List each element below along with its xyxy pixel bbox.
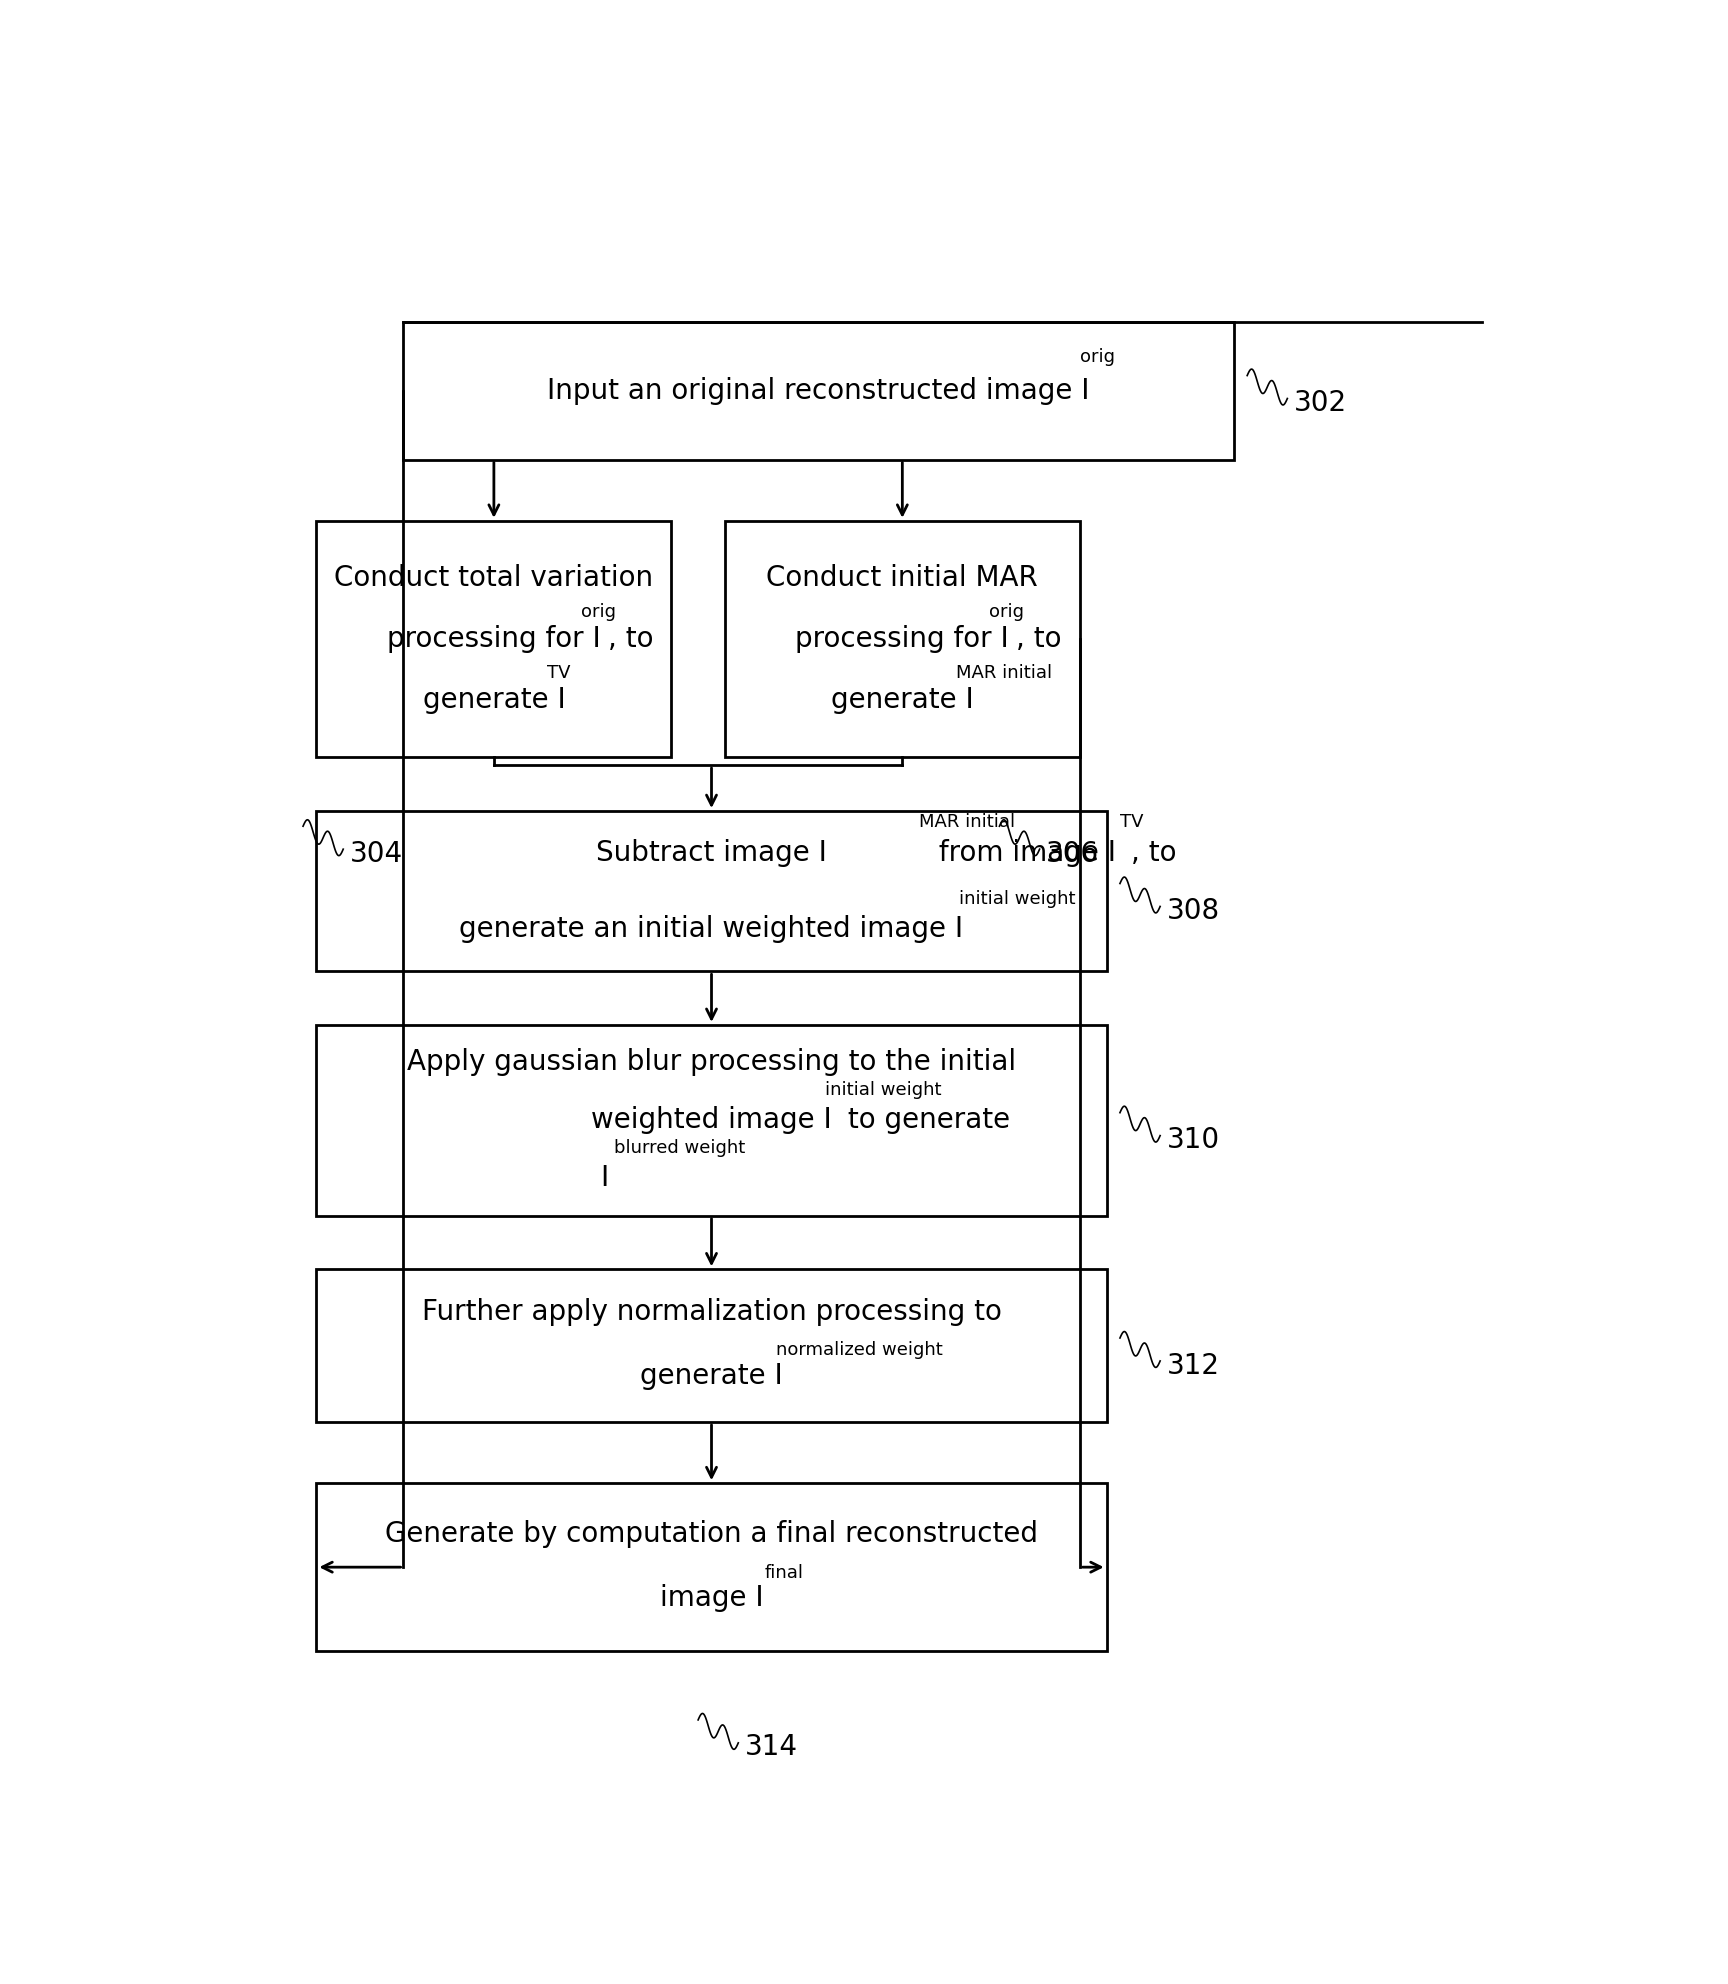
Text: TV: TV: [1120, 813, 1144, 831]
Text: 310: 310: [1166, 1127, 1220, 1155]
Text: 306: 306: [1047, 839, 1099, 867]
Bar: [316, 1026, 1106, 1216]
Text: image I: image I: [660, 1583, 764, 1611]
Text: processing for I: processing for I: [795, 625, 1009, 653]
Text: orig: orig: [581, 603, 615, 621]
Text: blurred weight: blurred weight: [613, 1139, 745, 1157]
Text: weighted image I: weighted image I: [591, 1107, 831, 1135]
Bar: [724, 520, 1080, 758]
Text: Further apply normalization processing to: Further apply normalization processing t…: [422, 1298, 1002, 1325]
Text: orig: orig: [1080, 349, 1115, 367]
Text: normalized weight: normalized weight: [776, 1341, 942, 1359]
Text: I: I: [600, 1165, 608, 1192]
Text: 304: 304: [349, 839, 403, 867]
Text: Conduct total variation: Conduct total variation: [334, 563, 653, 591]
Text: Conduct initial MAR: Conduct initial MAR: [767, 563, 1039, 591]
Text: MAR initial: MAR initial: [919, 813, 1016, 831]
Bar: [316, 1484, 1106, 1651]
Text: Generate by computation a final reconstructed: Generate by computation a final reconstr…: [385, 1520, 1039, 1548]
Text: 308: 308: [1166, 897, 1220, 925]
Text: , to: , to: [1130, 839, 1177, 867]
Text: Subtract image I: Subtract image I: [596, 839, 828, 867]
Text: initial weight: initial weight: [959, 889, 1077, 909]
Bar: [316, 811, 1106, 972]
Text: generate I: generate I: [639, 1363, 783, 1391]
Text: Apply gaussian blur processing to the initial: Apply gaussian blur processing to the in…: [406, 1048, 1016, 1075]
Text: 312: 312: [1166, 1351, 1220, 1379]
Text: orig: orig: [990, 603, 1025, 621]
Bar: [316, 1270, 1106, 1423]
Text: to generate: to generate: [838, 1107, 1009, 1135]
Text: final: final: [766, 1563, 804, 1583]
Text: from image I: from image I: [930, 839, 1116, 867]
Text: MAR initial: MAR initial: [956, 665, 1052, 682]
Bar: [316, 520, 670, 758]
Text: Input an original reconstructed image I: Input an original reconstructed image I: [548, 377, 1090, 405]
Text: , to: , to: [1016, 625, 1061, 653]
Text: generate an initial weighted image I: generate an initial weighted image I: [460, 915, 964, 942]
Text: TV: TV: [548, 665, 570, 682]
Text: 314: 314: [745, 1734, 798, 1762]
Text: processing for I: processing for I: [387, 625, 601, 653]
Text: , to: , to: [608, 625, 653, 653]
Bar: [404, 321, 1234, 460]
Text: generate I: generate I: [831, 686, 973, 714]
Text: 302: 302: [1294, 389, 1348, 417]
Text: initial weight: initial weight: [826, 1081, 942, 1099]
Text: generate I: generate I: [423, 686, 565, 714]
